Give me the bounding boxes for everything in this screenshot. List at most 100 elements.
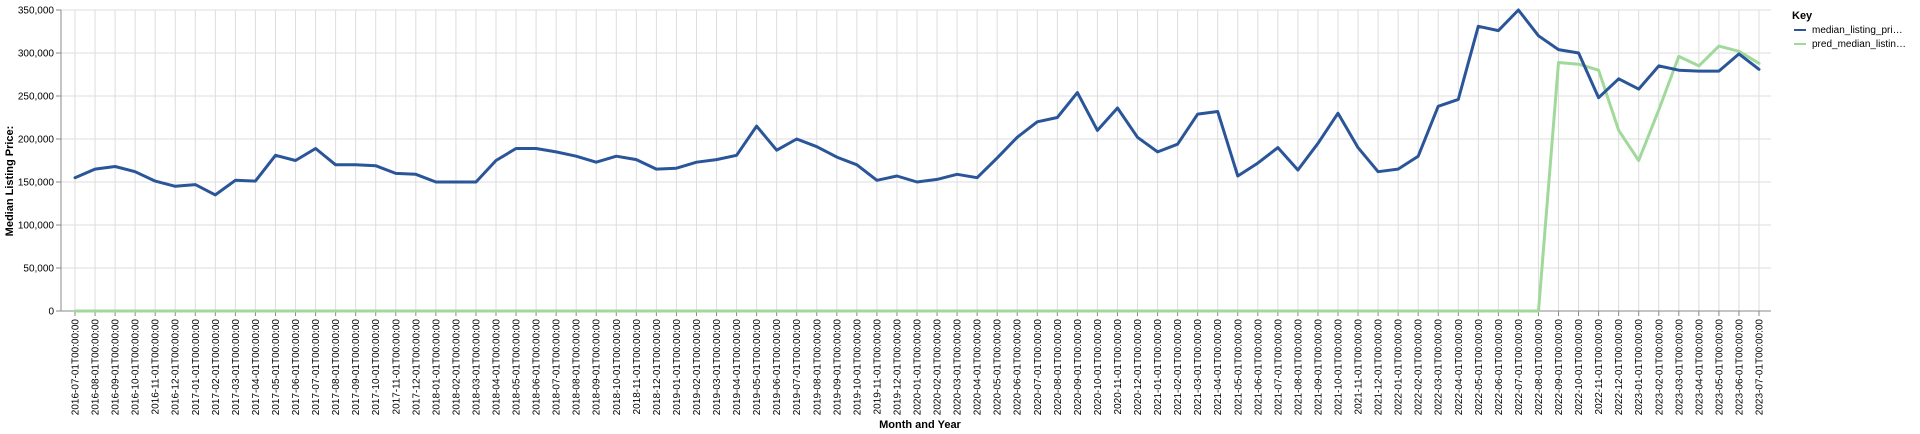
x-tick-label: 2019-10-01T00:00:00	[852, 319, 863, 416]
legend-label: median_listing_pri…	[1812, 25, 1903, 36]
x-tick-label: 2020-02-01T00:00:00	[933, 319, 944, 416]
x-tick-label: 2021-07-01T00:00:00	[1273, 319, 1284, 416]
x-tick-label: 2019-05-01T00:00:00	[752, 319, 763, 416]
x-tick-label: 2017-12-01T00:00:00	[411, 319, 422, 416]
legend-item-median-listing-pri: median_listing_pri…	[1794, 25, 1903, 36]
x-tick-label: 2021-10-01T00:00:00	[1334, 319, 1345, 416]
x-tick-label: 2016-07-01T00:00:00	[71, 319, 82, 416]
x-tick-label: 2017-03-01T00:00:00	[231, 319, 242, 416]
x-tick-label: 2017-05-01T00:00:00	[271, 319, 282, 416]
x-tick-label: 2017-10-01T00:00:00	[371, 319, 382, 416]
legend-label: pred_median_listin…	[1812, 39, 1906, 50]
x-tick-label: 2023-05-01T00:00:00	[1714, 319, 1725, 416]
x-tick-label: 2020-12-01T00:00:00	[1133, 319, 1144, 416]
y-tick-label: 50,000	[23, 264, 54, 275]
x-tick-label: 2020-04-01T00:00:00	[973, 319, 984, 416]
x-tick-label: 2016-08-01T00:00:00	[91, 319, 102, 416]
x-tick-label: 2016-11-01T00:00:00	[151, 319, 162, 415]
x-tick-label: 2019-04-01T00:00:00	[732, 319, 743, 416]
x-tick-label: 2022-06-01T00:00:00	[1494, 319, 1505, 416]
x-tick-label: 2020-11-01T00:00:00	[1113, 319, 1124, 415]
x-tick-label: 2021-11-01T00:00:00	[1354, 319, 1365, 415]
x-tick-label: 2022-10-01T00:00:00	[1574, 319, 1585, 416]
x-tick-label: 2020-10-01T00:00:00	[1093, 319, 1104, 416]
x-tick-label: 2022-08-01T00:00:00	[1534, 319, 1545, 416]
x-tick-label: 2021-04-01T00:00:00	[1213, 319, 1224, 416]
x-tick-label: 2019-01-01T00:00:00	[672, 319, 683, 416]
x-tick-label: 2019-08-01T00:00:00	[812, 319, 823, 416]
series-line-pred-median-listin	[73, 44, 1761, 313]
legend: Key median_listing_pri… pred_median_listi…	[1792, 10, 1906, 50]
x-tick-label: 2018-06-01T00:00:00	[532, 319, 543, 416]
x-tick-label: 2020-07-01T00:00:00	[1033, 319, 1044, 416]
x-tick-label: 2018-02-01T00:00:00	[451, 319, 462, 416]
x-tick-label: 2016-12-01T00:00:00	[171, 319, 182, 416]
y-tick-label: 200,000	[18, 135, 55, 146]
series-line-median-listing-pri	[73, 8, 1761, 197]
x-tick-label: 2021-03-01T00:00:00	[1193, 319, 1204, 416]
x-tick-label: 2017-07-01T00:00:00	[311, 319, 322, 416]
y-axis-title: Median Listing Price:	[4, 126, 16, 237]
x-tick-label: 2023-06-01T00:00:00	[1734, 319, 1745, 416]
y-tick-label: 150,000	[18, 178, 55, 189]
x-tick-label: 2019-09-01T00:00:00	[832, 319, 843, 416]
x-tick-label: 2017-01-01T00:00:00	[191, 319, 202, 416]
x-tick-label: 2019-06-01T00:00:00	[772, 319, 783, 416]
x-tick-label: 2018-09-01T00:00:00	[592, 319, 603, 416]
x-tick-label: 2020-03-01T00:00:00	[953, 319, 964, 416]
x-tick-label: 2021-05-01T00:00:00	[1233, 319, 1244, 416]
x-tick-label: 2023-02-01T00:00:00	[1654, 319, 1665, 416]
x-tick-label: 2022-03-01T00:00:00	[1434, 319, 1445, 416]
x-tick-label: 2017-09-01T00:00:00	[351, 319, 362, 416]
x-tick-label: 2017-08-01T00:00:00	[331, 319, 342, 416]
x-tick-label: 2020-06-01T00:00:00	[1013, 319, 1024, 416]
x-tick-label: 2019-12-01T00:00:00	[892, 319, 903, 416]
x-tick-label: 2021-01-01T00:00:00	[1153, 319, 1164, 416]
x-tick-label: 2022-05-01T00:00:00	[1474, 319, 1485, 416]
x-tick-label: 2018-01-01T00:00:00	[431, 319, 442, 416]
x-tick-label: 2018-08-01T00:00:00	[572, 319, 583, 416]
x-tick-label: 2018-10-01T00:00:00	[612, 319, 623, 416]
x-tick-label: 2021-08-01T00:00:00	[1293, 319, 1304, 416]
x-tick-label: 2018-04-01T00:00:00	[492, 319, 503, 416]
legend-title: Key	[1792, 10, 1813, 22]
x-tick-label: 2023-07-01T00:00:00	[1755, 319, 1766, 416]
x-tick-label: 2017-06-01T00:00:00	[291, 319, 302, 416]
x-tick-label: 2019-02-01T00:00:00	[692, 319, 703, 416]
y-tick-label: 100,000	[18, 221, 55, 232]
x-tick-label: 2022-02-01T00:00:00	[1414, 319, 1425, 416]
x-tick-label: 2020-08-01T00:00:00	[1053, 319, 1064, 416]
y-tick-label: 300,000	[18, 49, 55, 60]
x-tick-label: 2019-07-01T00:00:00	[792, 319, 803, 416]
x-tick-label: 2022-11-01T00:00:00	[1594, 319, 1605, 415]
x-tick-label: 2018-07-01T00:00:00	[552, 319, 563, 416]
x-tick-label: 2017-04-01T00:00:00	[251, 319, 262, 416]
x-tick-label: 2020-01-01T00:00:00	[913, 319, 924, 416]
x-axis-title: Month and Year	[879, 419, 961, 431]
x-tick-label: 2021-06-01T00:00:00	[1253, 319, 1264, 416]
x-tick-label: 2018-05-01T00:00:00	[512, 319, 523, 416]
x-tick-label: 2018-12-01T00:00:00	[652, 319, 663, 416]
x-tick-label: 2021-12-01T00:00:00	[1374, 319, 1385, 416]
x-tick-label: 2022-12-01T00:00:00	[1614, 319, 1625, 416]
x-tick-label: 2017-11-01T00:00:00	[391, 319, 402, 415]
y-tick-label: 250,000	[18, 92, 55, 103]
x-tick-label: 2019-11-01T00:00:00	[872, 319, 883, 415]
axes: 0 50,000 100,000 150,000 200,000 250,000 300,0…	[18, 6, 1771, 416]
grid-lines	[61, 9, 1771, 312]
x-tick-label: 2018-03-01T00:00:00	[471, 319, 482, 416]
x-tick-label: 2016-10-01T00:00:00	[131, 319, 142, 416]
legend-item-pred-median-listin: pred_median_listin…	[1794, 39, 1906, 50]
series-lines	[73, 8, 1761, 313]
x-tick-label: 2019-03-01T00:00:00	[712, 319, 723, 416]
x-tick-label: 2017-02-01T00:00:00	[211, 319, 222, 416]
y-tick-label: 0	[48, 307, 54, 318]
x-tick-label: 2023-03-01T00:00:00	[1674, 319, 1685, 416]
x-tick-label: 2018-11-01T00:00:00	[632, 319, 643, 415]
y-tick-label: 350,000	[18, 6, 55, 17]
x-tick-label: 2023-04-01T00:00:00	[1694, 319, 1705, 416]
x-tick-label: 2021-09-01T00:00:00	[1313, 319, 1324, 416]
x-tick-label: 2016-09-01T00:00:00	[111, 319, 122, 416]
x-tick-label: 2022-09-01T00:00:00	[1554, 319, 1565, 416]
